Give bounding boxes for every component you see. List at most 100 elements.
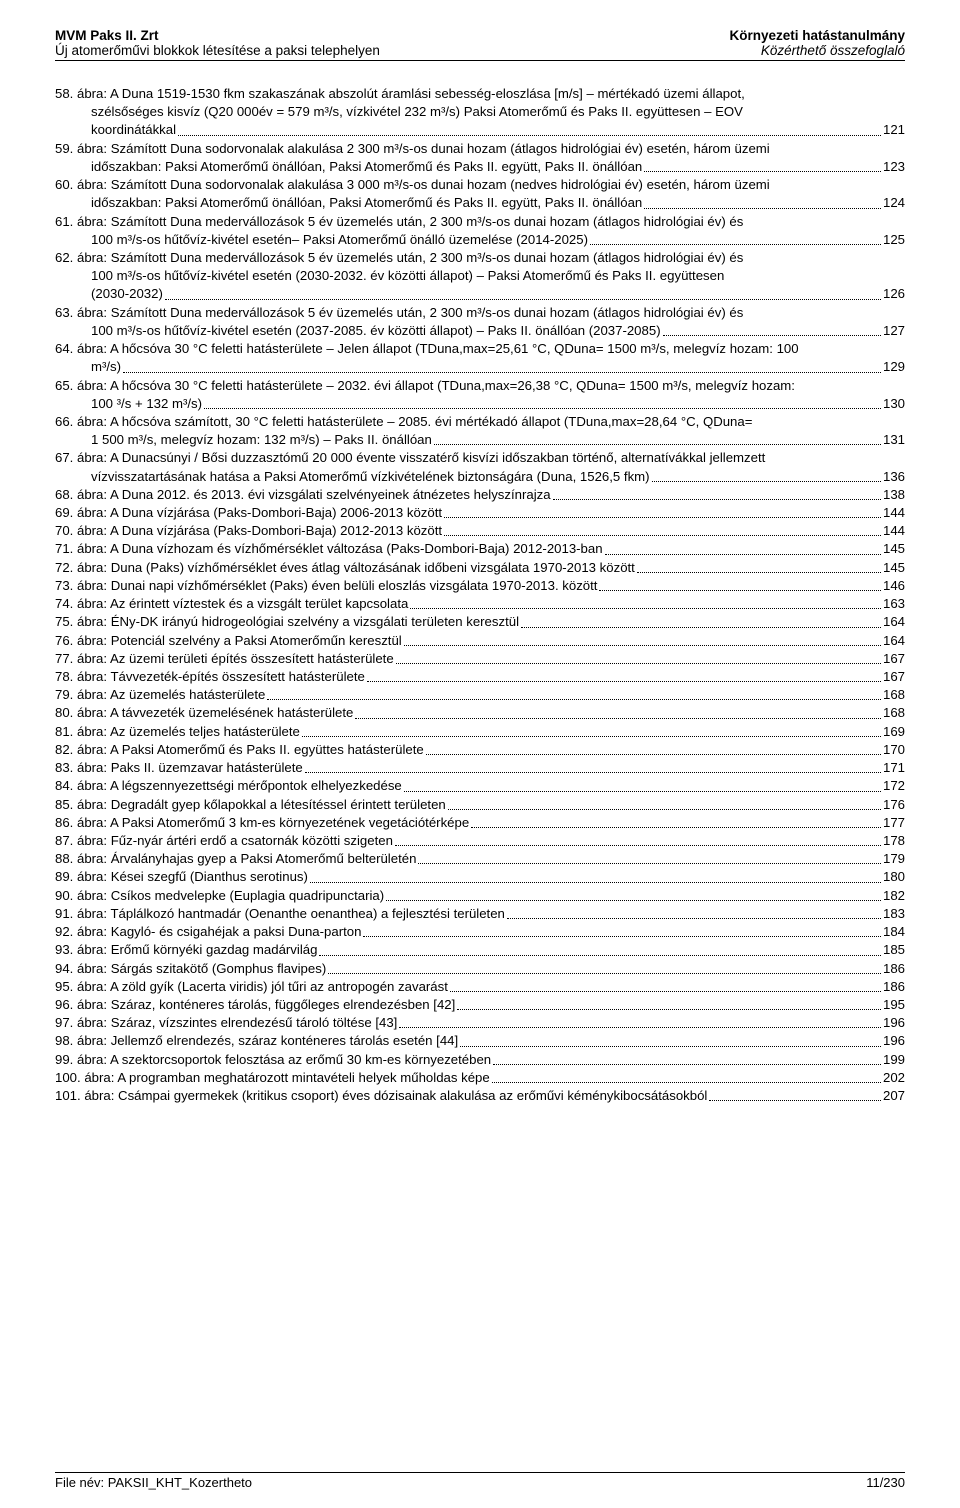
toc-entry: 72. ábra: Duna (Paks) vízhőmérséklet éve… (55, 559, 905, 577)
toc-text: 75. ábra: ÉNy-DK irányú hidrogeológiai s… (55, 613, 519, 631)
toc-entry: 62. ábra: Számított Duna medervállozások… (55, 249, 905, 304)
toc-entry: 101. ábra: Csámpai gyermekek (kritikus c… (55, 1087, 905, 1105)
toc-text: 99. ábra: A szektorcsoportok felosztása … (55, 1051, 491, 1069)
toc-leader (709, 1090, 881, 1102)
toc-entry: 95. ábra: A zöld gyík (Lacerta viridis) … (55, 978, 905, 996)
toc-page: 146 (883, 577, 905, 595)
toc-text-line: szélsőséges kisvíz (Q20 000év = 579 m³/s… (55, 103, 905, 121)
toc-leader (444, 525, 881, 537)
toc-page: 129 (883, 358, 905, 376)
toc-leader (471, 816, 881, 828)
toc-text: 80. ábra: A távvezeték üzemelésének hatá… (55, 704, 353, 722)
toc-leader (418, 853, 881, 865)
toc-page: 207 (883, 1087, 905, 1105)
toc-entry: 93. ábra: Erőmű környéki gazdag madárvil… (55, 941, 905, 959)
toc-entry: 80. ábra: A távvezeték üzemelésének hatá… (55, 704, 905, 722)
toc-entry: 77. ábra: Az üzemi területi építés össze… (55, 650, 905, 668)
toc-text: vízvisszatartásának hatása a Paksi Atome… (55, 468, 650, 486)
toc-text: koordinátákkal (55, 121, 176, 139)
toc-entry: 66. ábra: A hőcsóva számított, 30 °C fel… (55, 413, 905, 449)
toc-page: 131 (883, 431, 905, 449)
toc-text: 98. ábra: Jellemző elrendezés, száraz ko… (55, 1032, 458, 1050)
toc-entry: 84. ábra: A légszennyezettségi mérőponto… (55, 777, 905, 795)
toc-leader (399, 1017, 881, 1029)
toc-page: 138 (883, 486, 905, 504)
header-doc-type: Környezeti hatástanulmány (729, 28, 905, 43)
toc-leader (395, 835, 881, 847)
toc-page: 184 (883, 923, 905, 941)
footer-page-number: 11/230 (866, 1475, 905, 1490)
toc-page: 182 (883, 887, 905, 905)
toc-page: 121 (883, 121, 905, 139)
toc-entry: 82. ábra: A Paksi Atomerőmű és Paks II. … (55, 741, 905, 759)
toc-last-line: 100 m³/s-os hűtővíz-kivétel esetén (2037… (55, 322, 905, 340)
toc-leader (644, 197, 881, 209)
toc-text: 94. ábra: Sárgás szitakötő (Gomphus flav… (55, 960, 326, 978)
toc-entry: 69. ábra: A Duna vízjárása (Paks-Dombori… (55, 504, 905, 522)
toc-page: 202 (883, 1069, 905, 1087)
toc-leader (460, 1035, 881, 1047)
toc-entry: 81. ábra: Az üzemelés teljes hatásterüle… (55, 723, 905, 741)
header-subtitle: Közérthető összefoglaló (729, 43, 905, 58)
toc-last-line: 100 ³/s + 132 m³/s)130 (55, 395, 905, 413)
toc-text: 100 ³/s + 132 m³/s) (55, 395, 202, 413)
toc-page: 144 (883, 522, 905, 540)
toc-text: 97. ábra: Száraz, vízszintes elrendezésű… (55, 1014, 397, 1032)
toc-leader (328, 962, 881, 974)
toc-page: 199 (883, 1051, 905, 1069)
toc-page: 125 (883, 231, 905, 249)
toc-text: 88. ábra: Árvalányhajas gyep a Paksi Ato… (55, 850, 416, 868)
toc-last-line: (2030-2032)126 (55, 285, 905, 303)
toc-text: 101. ábra: Csámpai gyermekek (kritikus c… (55, 1087, 707, 1105)
toc-entry: 88. ábra: Árvalányhajas gyep a Paksi Ato… (55, 850, 905, 868)
toc-entry: 98. ábra: Jellemző elrendezés, száraz ko… (55, 1032, 905, 1050)
toc-leader (165, 288, 881, 300)
toc-text: 93. ábra: Erőmű környéki gazdag madárvil… (55, 941, 317, 959)
toc-leader (507, 908, 881, 920)
toc-text: 73. ábra: Dunai napi vízhőmérséklet (Pak… (55, 577, 597, 595)
toc-page: 177 (883, 814, 905, 832)
toc-text-line: 63. ábra: Számított Duna medervállozások… (55, 304, 905, 322)
toc-entry: 71. ábra: A Duna vízhozam és vízhőmérsék… (55, 540, 905, 558)
toc-page: 144 (883, 504, 905, 522)
toc-text: 77. ábra: Az üzemi területi építés össze… (55, 650, 394, 668)
toc-page: 168 (883, 704, 905, 722)
toc-leader (590, 233, 881, 245)
table-of-figures: 58. ábra: A Duna 1519-1530 fkm szakaszán… (55, 85, 905, 1105)
toc-leader (302, 725, 881, 737)
toc-text: 95. ábra: A zöld gyík (Lacerta viridis) … (55, 978, 448, 996)
toc-leader (267, 689, 881, 701)
toc-leader (410, 598, 881, 610)
toc-text: 69. ábra: A Duna vízjárása (Paks-Dombori… (55, 504, 442, 522)
toc-entry: 75. ábra: ÉNy-DK irányú hidrogeológiai s… (55, 613, 905, 631)
toc-entry: 63. ábra: Számított Duna medervállozások… (55, 304, 905, 340)
toc-leader (310, 871, 881, 883)
page-footer: File név: PAKSII_KHT_Kozertheto 11/230 (55, 1472, 905, 1490)
toc-entry: 100. ábra: A programban meghatározott mi… (55, 1069, 905, 1087)
toc-page: 185 (883, 941, 905, 959)
toc-leader (644, 161, 881, 173)
toc-leader (605, 543, 881, 555)
toc-text: 76. ábra: Potenciál szelvény a Paksi Ato… (55, 632, 402, 650)
toc-text: 74. ábra: Az érintett víztestek és a viz… (55, 595, 408, 613)
toc-page: 186 (883, 960, 905, 978)
toc-page: 167 (883, 650, 905, 668)
toc-entry: 70. ábra: A Duna vízjárása (Paks-Dombori… (55, 522, 905, 540)
toc-leader (492, 1071, 881, 1083)
toc-entry: 97. ábra: Száraz, vízszintes elrendezésű… (55, 1014, 905, 1032)
header-left: MVM Paks II. Zrt Új atomerőművi blokkok … (55, 28, 380, 58)
toc-leader (355, 707, 881, 719)
toc-entry: 59. ábra: Számított Duna sodorvonalak al… (55, 140, 905, 176)
toc-entry: 65. ábra: A hőcsóva 30 °C feletti hatást… (55, 377, 905, 413)
toc-text: 79. ábra: Az üzemelés hatásterülete (55, 686, 265, 704)
toc-leader (599, 580, 881, 592)
toc-page: 172 (883, 777, 905, 795)
toc-leader (448, 798, 881, 810)
toc-leader (404, 634, 881, 646)
toc-page: 178 (883, 832, 905, 850)
toc-page: 127 (883, 322, 905, 340)
toc-text-line: 62. ábra: Számított Duna medervállozások… (55, 249, 905, 267)
header-right: Környezeti hatástanulmány Közérthető öss… (729, 28, 905, 58)
toc-page: 196 (883, 1032, 905, 1050)
toc-text: 82. ábra: A Paksi Atomerőmű és Paks II. … (55, 741, 424, 759)
